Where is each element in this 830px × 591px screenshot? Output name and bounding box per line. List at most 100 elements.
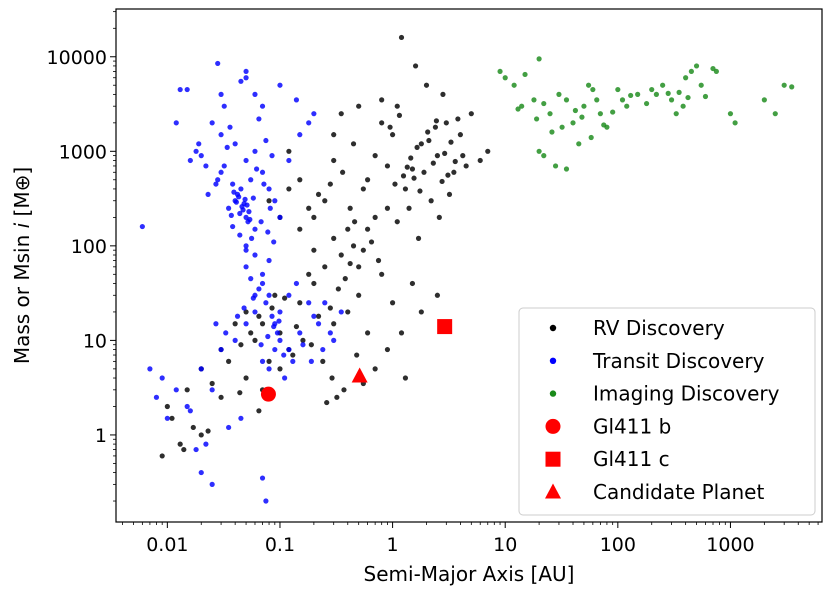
data-point [173,120,179,126]
data-point [218,91,224,97]
data-point [213,181,219,187]
data-point [293,323,300,330]
data-point [619,97,626,103]
x-tick-label: 1 [387,534,399,556]
data-point [184,387,190,393]
data-point [331,132,337,138]
data-point [511,82,517,88]
data-point [238,78,244,84]
data-point [159,375,165,381]
data-point [198,153,204,159]
data-point [315,313,322,319]
data-point [311,313,317,319]
data-point [455,116,461,122]
legend-marker [545,451,561,467]
data-point [668,97,675,103]
data-point [437,319,453,335]
data-point [519,103,525,109]
series-2 [497,56,795,172]
data-point [205,191,211,198]
data-point [269,305,275,311]
data-point [236,194,242,200]
data-point [338,111,344,117]
data-point [164,415,170,421]
data-point [581,103,587,109]
data-point [228,212,234,218]
data-point [293,97,300,103]
data-point [601,122,607,128]
data-point [241,305,247,311]
data-point [425,129,431,135]
plot-frame [115,8,823,523]
data-point [676,89,682,95]
data-point [237,210,243,217]
data-point [541,153,547,159]
data-point [243,68,249,75]
data-point [209,387,215,393]
data-point [434,153,441,159]
data-point [281,352,287,358]
data-point [315,321,322,327]
data-point [311,214,317,220]
data-point [203,441,209,447]
data-point [688,68,694,75]
data-point [414,144,420,150]
data-point [198,432,204,438]
points-layer [139,34,795,504]
data-point [256,408,262,414]
data-point [643,100,650,107]
data-point [248,330,254,336]
data-point [311,247,317,253]
data-point [368,239,375,245]
data-point [230,181,236,187]
data-point [311,280,317,287]
data-point [259,280,266,287]
data-point [147,366,153,372]
data-point [324,399,330,406]
data-point [209,380,215,387]
data-point [259,169,266,175]
data-point [226,424,232,431]
data-point [193,446,199,453]
data-point [327,181,333,187]
data-point [243,247,249,253]
data-point [203,163,209,169]
data-point [259,475,266,481]
data-point [345,226,351,232]
series-4 [437,319,453,335]
data-point [522,71,528,78]
data-point [350,141,357,147]
data-point [628,92,634,99]
data-point [230,223,236,230]
data-point [244,202,250,208]
data-point [267,205,273,211]
data-point [250,295,256,301]
data-point [320,358,326,364]
y-tick-label: 100 [71,236,107,258]
data-point [322,300,328,306]
data-point [549,129,555,135]
data-point [259,358,266,364]
data-point [761,97,767,103]
data-point [693,63,700,69]
data-point [394,103,400,109]
data-point [290,352,296,358]
data-point [594,97,600,103]
data-point [372,153,378,159]
data-point [698,82,704,88]
data-point [238,415,244,421]
data-point [531,97,537,103]
data-point [552,163,559,169]
data-point [772,111,778,117]
data-point [406,205,412,211]
data-point [237,390,243,396]
data-point [421,169,427,175]
data-point [468,111,474,117]
data-point [649,86,655,93]
data-point [266,292,272,298]
series-3 [260,386,276,402]
x-axis-label: Semi-Major Axis [AU] [364,562,575,586]
data-point [184,403,190,410]
series-1 [139,60,344,504]
data-point [585,82,592,88]
